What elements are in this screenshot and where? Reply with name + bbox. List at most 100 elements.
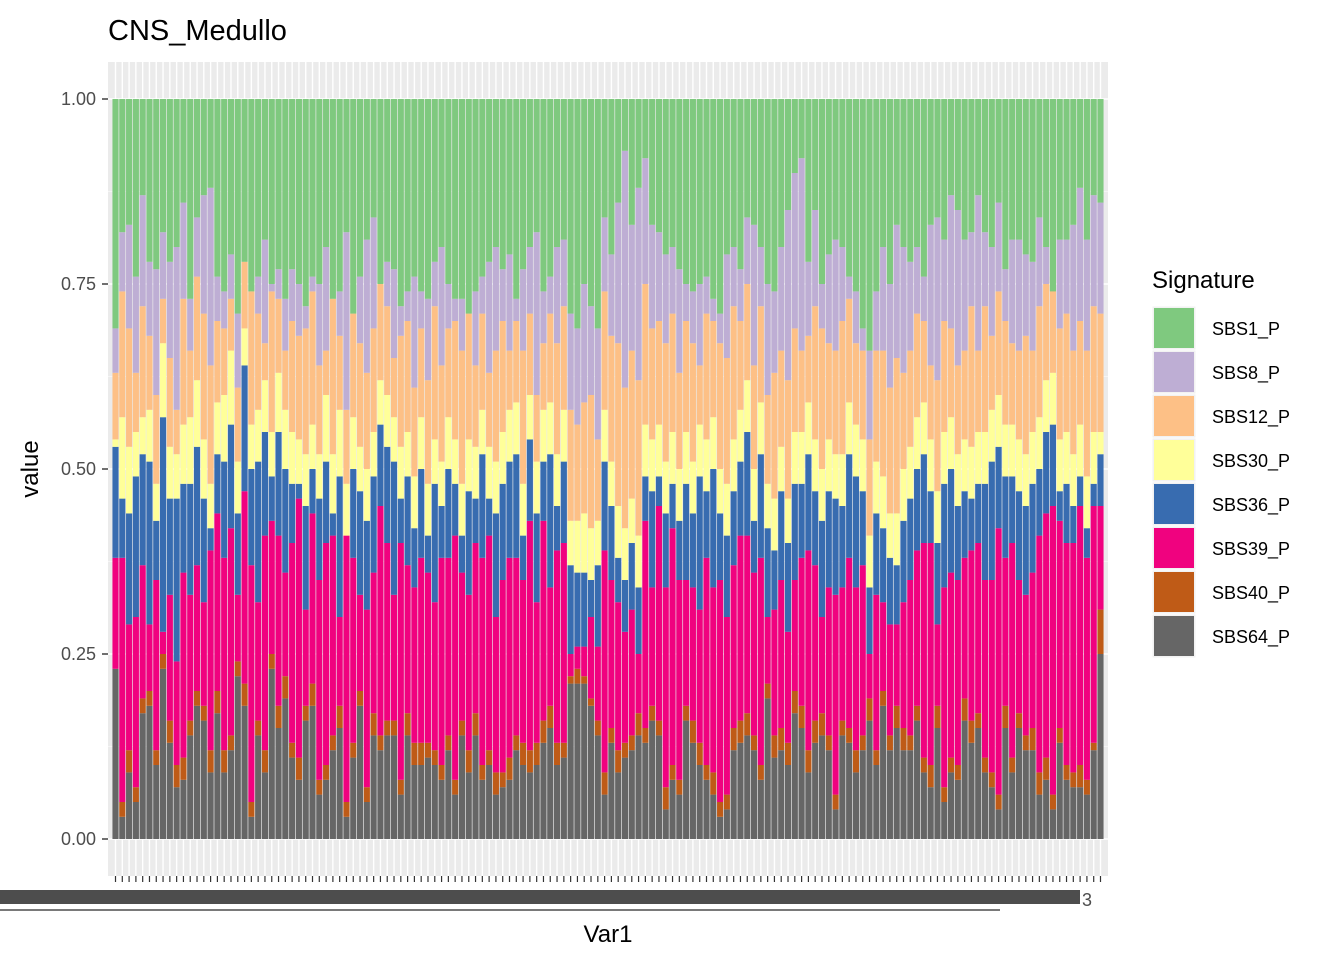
bar-28-SBS1_P — [302, 99, 309, 307]
bar-27-SBS39_P — [295, 498, 302, 758]
bar-76-SBS8_P — [628, 224, 635, 351]
bar-120-SBS30_P — [927, 439, 934, 492]
bar-65-SBS30_P — [553, 454, 561, 506]
bar-59-SBS36_P — [513, 454, 520, 558]
bar-69-SBS39_P — [581, 646, 588, 677]
bar-88-SBS40_P — [710, 772, 717, 795]
bar-35-SBS36_P — [350, 469, 357, 558]
bar-10-SBS1_P — [180, 99, 187, 203]
bar-22-SBS8_P — [261, 239, 269, 344]
bar-94-SBS64_P — [750, 750, 758, 839]
bar-94-SBS40_P — [750, 735, 758, 751]
bar-57-SBS64_P — [499, 787, 506, 839]
x-tick-labels-overlap — [0, 890, 1080, 904]
bar-74-SBS39_P — [615, 602, 622, 751]
bar-101-SBS1_P — [798, 99, 805, 159]
bar-82-SBS39_P — [669, 528, 676, 765]
bar-135-SBS12_P — [1029, 350, 1036, 432]
bar-120-SBS12_P — [927, 365, 934, 440]
bar-88-SBS64_P — [710, 794, 717, 839]
bar-39-SBS64_P — [377, 750, 384, 839]
bar-35-SBS39_P — [350, 557, 357, 743]
bar-115-SBS30_P — [893, 513, 900, 566]
bar-132-SBS1_P — [1009, 99, 1016, 240]
bar-140-SBS30_P — [1063, 432, 1070, 484]
bar-92-SBS1_P — [737, 99, 744, 270]
bar-76-SBS40_P — [628, 735, 635, 751]
bar-145-SBS40_P — [1097, 609, 1104, 654]
bar-48-SBS8_P — [438, 247, 445, 366]
bar-97-SBS30_P — [771, 498, 778, 551]
bar-33-SBS64_P — [336, 728, 343, 839]
bar-67-SBS64_P — [567, 683, 574, 839]
bar-118-SBS8_P — [914, 247, 921, 314]
bar-15-SBS64_P — [214, 713, 221, 839]
bar-48-SBS64_P — [438, 779, 445, 839]
bar-28-SBS64_P — [302, 720, 309, 839]
bar-142-SBS40_P — [1077, 765, 1084, 788]
bar-46-SBS12_P — [424, 380, 432, 484]
bar-140-SBS1_P — [1063, 99, 1070, 240]
bar-110-SBS39_P — [859, 565, 866, 736]
bar-139-SBS8_P — [1056, 239, 1063, 329]
bar-24-SBS30_P — [275, 372, 282, 432]
bar-98-SBS30_P — [778, 446, 785, 492]
bar-113-SBS30_P — [880, 476, 887, 529]
bar-9-SBS36_P — [173, 498, 180, 662]
bar-129-SBS30_P — [988, 409, 995, 462]
bar-5-SBS1_P — [146, 99, 153, 262]
bar-116-SBS40_P — [900, 728, 907, 751]
bar-21-SBS30_P — [255, 409, 262, 462]
bar-22-SBS36_P — [261, 432, 269, 536]
bar-107-SBS8_P — [839, 247, 846, 321]
bar-40-SBS64_P — [384, 735, 391, 839]
bar-104-SBS36_P — [818, 520, 826, 617]
bar-12-SBS8_P — [193, 217, 201, 277]
bar-137-SBS36_P — [1043, 432, 1050, 514]
bar-63-SBS8_P — [540, 291, 547, 344]
bar-25-SBS12_P — [282, 350, 289, 410]
bar-52-SBS64_P — [465, 772, 472, 839]
bar-1-SBS1_P — [119, 99, 126, 233]
bar-20-SBS12_P — [248, 291, 255, 425]
bar-77-SBS40_P — [635, 713, 642, 736]
bar-53-SBS40_P — [472, 713, 479, 736]
bar-11-SBS30_P — [187, 417, 194, 484]
bar-80-SBS12_P — [655, 321, 663, 425]
bar-145-SBS36_P — [1097, 454, 1104, 506]
y-tick-label-1: 0.25 — [61, 644, 96, 664]
bar-142-SBS12_P — [1077, 321, 1084, 425]
bar-60-SBS30_P — [520, 483, 527, 536]
bar-106-SBS64_P — [832, 809, 839, 839]
bar-104-SBS12_P — [818, 328, 826, 469]
bar-55-SBS12_P — [486, 372, 493, 447]
bar-74-SBS12_P — [615, 343, 622, 506]
bar-16-SBS36_P — [221, 461, 228, 558]
bar-74-SBS1_P — [615, 99, 622, 203]
bar-15-SBS39_P — [214, 513, 221, 691]
bar-3-SBS36_P — [132, 476, 139, 617]
bar-26-SBS1_P — [289, 99, 296, 270]
bar-26-SBS39_P — [289, 543, 296, 743]
bar-44-SBS1_P — [411, 99, 418, 277]
bar-56-SBS1_P — [492, 99, 499, 247]
bar-40-SBS30_P — [384, 395, 391, 447]
bar-30-SBS30_P — [316, 454, 323, 499]
bar-61-SBS30_P — [526, 395, 533, 440]
bar-11-SBS64_P — [187, 735, 194, 839]
bar-18-SBS39_P — [234, 594, 241, 662]
bar-96-SBS12_P — [764, 395, 771, 484]
bar-26-SBS64_P — [289, 757, 296, 839]
bar-58-SBS12_P — [506, 350, 513, 410]
bar-23-SBS64_P — [268, 668, 275, 839]
bar-126-SBS8_P — [968, 232, 975, 307]
bar-7-SBS39_P — [160, 631, 167, 654]
bar-101-SBS8_P — [798, 158, 805, 351]
bar-28-SBS36_P — [302, 506, 309, 610]
bar-43-SBS40_P — [404, 713, 411, 736]
bar-137-SBS8_P — [1043, 247, 1050, 284]
bar-108-SBS39_P — [846, 557, 853, 728]
bar-15-SBS36_P — [214, 454, 221, 514]
bar-18-SBS8_P — [234, 313, 241, 388]
bar-118-SBS36_P — [914, 469, 921, 551]
